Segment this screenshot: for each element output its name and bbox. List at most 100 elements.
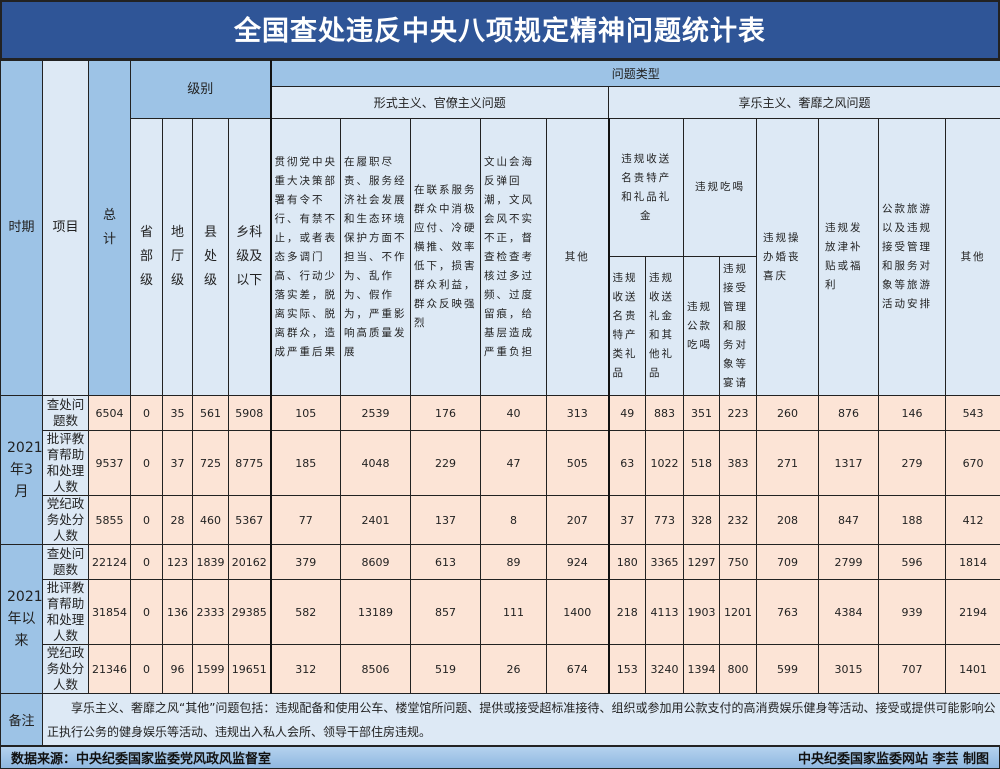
data-cell: 35 [163, 396, 193, 431]
header-gift-specialty: 违规收送名贵特产类礼品 [609, 257, 646, 396]
row-item-discipline-count: 党纪政务处分人数 [43, 645, 89, 694]
data-cell: 20162 [229, 545, 271, 580]
data-cell: 939 [879, 580, 946, 645]
header-dining-group: 违规吃喝 [684, 119, 757, 257]
data-cell: 1022 [646, 431, 684, 496]
data-cell: 271 [757, 431, 819, 496]
data-cell: 37 [609, 496, 646, 545]
header-hedonism-other: 其他 [946, 119, 1000, 396]
data-cell: 1401 [946, 645, 1000, 694]
note-label: 备注 [1, 694, 43, 746]
data-cell: 2401 [341, 496, 411, 545]
data-cell: 460 [193, 496, 229, 545]
period-label: 2021年以来 [1, 545, 43, 694]
data-cell: 153 [609, 645, 646, 694]
data-cell: 8506 [341, 645, 411, 694]
row-item-criticism-count: 批评教育帮助和处理人数 [43, 580, 89, 645]
row-item-criticism-count: 批评教育帮助和处理人数 [43, 431, 89, 496]
data-cell: 208 [757, 496, 819, 545]
header-gift-group: 违规收送名贵特产和礼品礼金 [609, 119, 684, 257]
header-hedonism-col-weddings: 违规操办婚丧喜庆 [757, 119, 819, 396]
data-cell: 185 [271, 431, 341, 496]
data-cell: 519 [411, 645, 481, 694]
header-gift-cash: 违规收送礼金和其他礼品 [646, 257, 684, 396]
row-item-problems-count: 查处问题数 [43, 396, 89, 431]
data-cell: 674 [547, 645, 609, 694]
data-cell: 1903 [684, 580, 720, 645]
data-cell: 40 [481, 396, 547, 431]
data-cell: 3240 [646, 645, 684, 694]
data-cell: 518 [684, 431, 720, 496]
data-cell: 4048 [341, 431, 411, 496]
data-cell: 223 [720, 396, 757, 431]
data-cell: 599 [757, 645, 819, 694]
data-cell: 21346 [89, 645, 131, 694]
statistics-table: 时期 项目 总计 级别 问题类型 形式主义、官僚主义问题 享乐主义、奢靡之风问题… [0, 60, 1000, 746]
data-cell: 22124 [89, 545, 131, 580]
data-cell: 800 [720, 645, 757, 694]
data-cell: 8775 [229, 431, 271, 496]
data-cell: 229 [411, 431, 481, 496]
data-cell: 0 [131, 431, 163, 496]
data-cell: 232 [720, 496, 757, 545]
data-cell: 883 [646, 396, 684, 431]
data-cell: 709 [757, 545, 819, 580]
data-cell: 613 [411, 545, 481, 580]
data-cell: 29385 [229, 580, 271, 645]
data-cell: 582 [271, 580, 341, 645]
data-cell: 49 [609, 396, 646, 431]
data-cell: 188 [879, 496, 946, 545]
header-hedonism-col-travel: 公款旅游以及违规接受管理和服务对象等旅游活动安排 [879, 119, 946, 396]
data-cell: 543 [946, 396, 1000, 431]
data-cell: 379 [271, 545, 341, 580]
header-total: 总计 [89, 61, 131, 396]
data-cell: 1317 [819, 431, 879, 496]
data-cell: 136 [163, 580, 193, 645]
data-cell: 47 [481, 431, 547, 496]
note-text: 享乐主义、奢靡之风“其他”问题包括：违规配备和使用公车、楼堂馆所问题、提供或接受… [43, 694, 1000, 746]
header-formalism-col-2: 在履职尽责、服务经济社会发展和生态环境保护方面不担当、不作为、乱作为、假作为，严… [341, 119, 411, 396]
data-cell: 1400 [547, 580, 609, 645]
data-cell: 561 [193, 396, 229, 431]
data-cell: 707 [879, 645, 946, 694]
data-cell: 412 [946, 496, 1000, 545]
data-cell: 1814 [946, 545, 1000, 580]
header-level-township: 乡科级及以下 [229, 119, 271, 396]
header-formalism-other: 其他 [547, 119, 609, 396]
data-cell: 4113 [646, 580, 684, 645]
data-cell: 725 [193, 431, 229, 496]
data-cell: 312 [271, 645, 341, 694]
data-cell: 5367 [229, 496, 271, 545]
data-cell: 137 [411, 496, 481, 545]
header-level-province: 省部级 [131, 119, 163, 396]
data-cell: 6504 [89, 396, 131, 431]
data-cell: 26 [481, 645, 547, 694]
credit: 中央纪委国家监委网站 李芸 制图 [798, 748, 989, 767]
header-hedonism: 享乐主义、奢靡之风问题 [609, 87, 1000, 119]
data-cell: 313 [547, 396, 609, 431]
data-cell: 89 [481, 545, 547, 580]
footer: 数据来源：中央纪委国家监委党风政风监督室 中央纪委国家监委网站 李芸 制图 [0, 746, 1000, 769]
data-cell: 1839 [193, 545, 229, 580]
data-cell: 505 [547, 431, 609, 496]
data-cell: 77 [271, 496, 341, 545]
data-cell: 750 [720, 545, 757, 580]
data-cell: 383 [720, 431, 757, 496]
header-level-county: 县处级 [193, 119, 229, 396]
data-cell: 2333 [193, 580, 229, 645]
data-cell: 146 [879, 396, 946, 431]
data-cell: 670 [946, 431, 1000, 496]
data-cell: 176 [411, 396, 481, 431]
header-period: 时期 [1, 61, 43, 396]
data-cell: 1201 [720, 580, 757, 645]
page-title: 全国查处违反中央八项规定精神问题统计表 [0, 0, 1000, 60]
data-cell: 279 [879, 431, 946, 496]
data-cell: 3015 [819, 645, 879, 694]
data-cell: 857 [411, 580, 481, 645]
period-label: 2021年3月 [1, 396, 43, 545]
data-cell: 3365 [646, 545, 684, 580]
